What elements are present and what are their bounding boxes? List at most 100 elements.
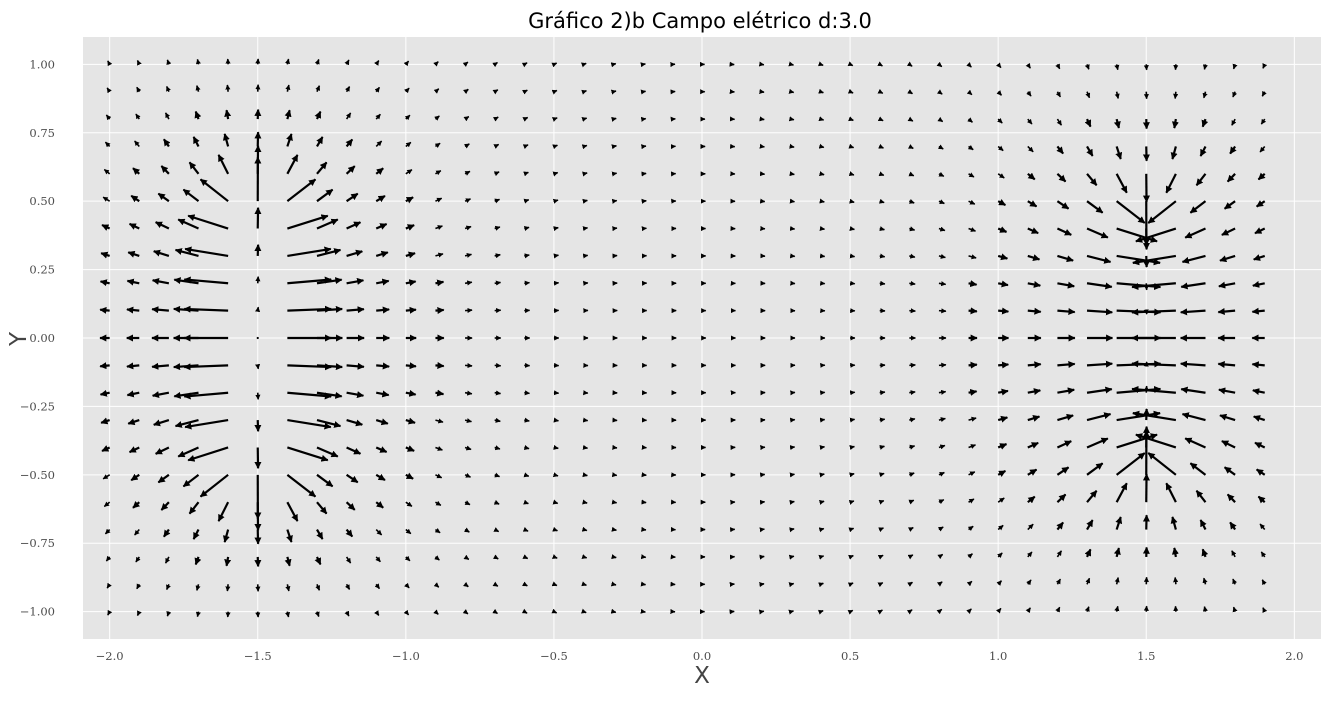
field-arrow	[850, 174, 854, 175]
y-tick-label: 0.50	[29, 194, 55, 208]
field-arrow	[197, 59, 198, 64]
field-arrow	[554, 502, 558, 503]
field-arrow	[850, 229, 854, 230]
field-arrow	[1057, 364, 1074, 365]
field-arrow	[880, 256, 885, 257]
field-arrow	[227, 85, 228, 92]
x-tick-label: −2.0	[96, 649, 124, 663]
field-arrow	[1252, 311, 1264, 312]
field-arrow	[495, 282, 501, 283]
field-arrow	[1174, 548, 1176, 557]
y-tick-label: 0.00	[29, 331, 55, 345]
field-arrow	[584, 420, 588, 421]
x-tick-label: 1.5	[1137, 649, 1155, 663]
field-arrow	[850, 610, 853, 611]
field-arrow	[613, 612, 616, 613]
field-arrow	[524, 393, 529, 394]
field-arrow	[850, 419, 855, 420]
field-arrow	[791, 119, 794, 120]
field-arrow	[376, 309, 389, 310]
x-tick-label: 1.0	[989, 649, 1007, 663]
y-axis-label: Y	[6, 331, 32, 347]
field-arrow	[791, 64, 794, 65]
field-arrow	[820, 447, 824, 448]
field-arrow	[1117, 64, 1118, 69]
field-arrow	[820, 174, 824, 175]
field-arrow	[791, 529, 794, 530]
field-arrow	[613, 201, 617, 202]
field-arrow	[820, 64, 823, 65]
field-arrow	[820, 529, 823, 530]
x-tick-label: 0.5	[841, 649, 859, 663]
field-arrow	[613, 475, 617, 476]
field-arrow	[998, 311, 1008, 312]
field-arrow	[613, 557, 616, 558]
field-arrow	[1218, 311, 1235, 312]
field-arrow	[939, 365, 946, 366]
field-arrow	[613, 530, 616, 531]
field-arrow	[969, 311, 977, 312]
field-arrow	[584, 255, 588, 256]
field-arrow	[584, 118, 587, 119]
field-arrow	[465, 393, 472, 394]
field-arrow	[820, 256, 824, 257]
field-arrow	[100, 365, 110, 366]
field-arrow	[820, 611, 823, 612]
field-arrow	[969, 391, 977, 392]
field-arrow	[258, 365, 259, 368]
field-arrow	[613, 502, 616, 503]
field-arrow	[584, 200, 588, 201]
field-arrow	[584, 146, 587, 147]
field-arrow	[939, 311, 946, 312]
field-arrow	[554, 228, 558, 229]
field-arrow	[820, 92, 823, 93]
field-arrow	[820, 201, 824, 202]
field-arrow	[584, 557, 587, 558]
field-arrow	[850, 201, 854, 202]
field-arrow	[227, 557, 229, 566]
field-arrow	[850, 447, 854, 448]
x-tick-label: −0.5	[540, 649, 568, 663]
field-arrow	[613, 584, 616, 585]
field-arrow	[791, 146, 794, 147]
field-arrow	[227, 584, 228, 591]
field-arrow	[127, 309, 139, 310]
field-arrow	[584, 173, 588, 174]
field-arrow	[287, 612, 288, 617]
chart-title: Gráfico 2)b Campo elétrico d:3.0	[528, 9, 872, 33]
field-arrow	[435, 393, 443, 394]
x-tick-label: 0.0	[693, 649, 711, 663]
field-arrow	[524, 227, 529, 228]
field-arrow	[820, 229, 824, 230]
x-tick-label: −1.0	[392, 649, 420, 663]
field-arrow	[820, 119, 823, 120]
field-arrow	[1218, 364, 1235, 365]
field-arrow	[100, 310, 110, 311]
field-arrow	[613, 91, 616, 92]
field-arrow	[584, 612, 587, 613]
field-arrow	[197, 612, 198, 617]
field-arrow	[909, 392, 915, 393]
field-arrow	[939, 283, 946, 284]
field-arrow	[1175, 92, 1176, 99]
field-arrow	[1174, 119, 1176, 128]
field-arrow	[554, 173, 558, 174]
field-arrow	[820, 501, 824, 502]
field-arrow	[435, 310, 443, 311]
y-tick-label: −0.50	[20, 468, 55, 482]
field-arrow	[584, 63, 587, 64]
field-arrow	[791, 174, 794, 175]
field-arrow	[152, 365, 169, 366]
field-arrow	[258, 307, 259, 310]
field-arrow	[1175, 578, 1176, 585]
field-arrow	[554, 420, 559, 421]
field-arrow	[1117, 606, 1118, 611]
field-arrow	[435, 282, 443, 283]
field-arrow	[791, 556, 794, 557]
field-arrow	[347, 309, 364, 310]
field-arrow	[1204, 64, 1205, 69]
field-arrow	[584, 228, 588, 229]
field-arrow	[969, 365, 977, 366]
